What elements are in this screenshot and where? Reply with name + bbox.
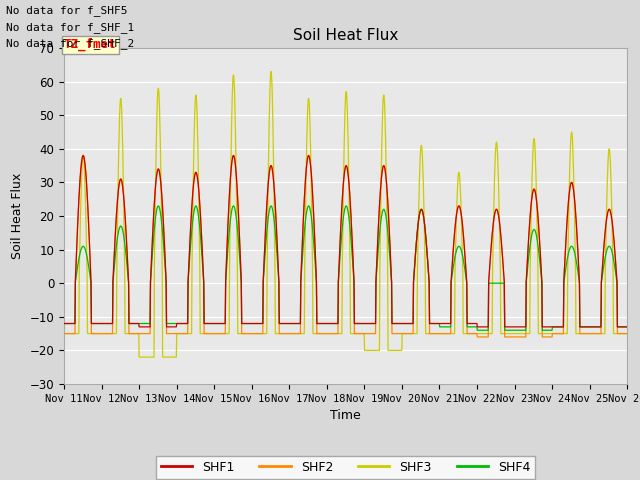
Text: No data for f_SHF_1: No data for f_SHF_1: [6, 22, 134, 33]
Text: No data for f_SHF5: No data for f_SHF5: [6, 5, 128, 16]
Text: TZ_fmet: TZ_fmet: [64, 38, 116, 51]
Title: Soil Heat Flux: Soil Heat Flux: [293, 28, 398, 43]
Legend: SHF1, SHF2, SHF3, SHF4: SHF1, SHF2, SHF3, SHF4: [156, 456, 535, 479]
Text: No data for f_SHF_2: No data for f_SHF_2: [6, 38, 134, 49]
Y-axis label: Soil Heat Flux: Soil Heat Flux: [11, 173, 24, 259]
X-axis label: Time: Time: [330, 409, 361, 422]
